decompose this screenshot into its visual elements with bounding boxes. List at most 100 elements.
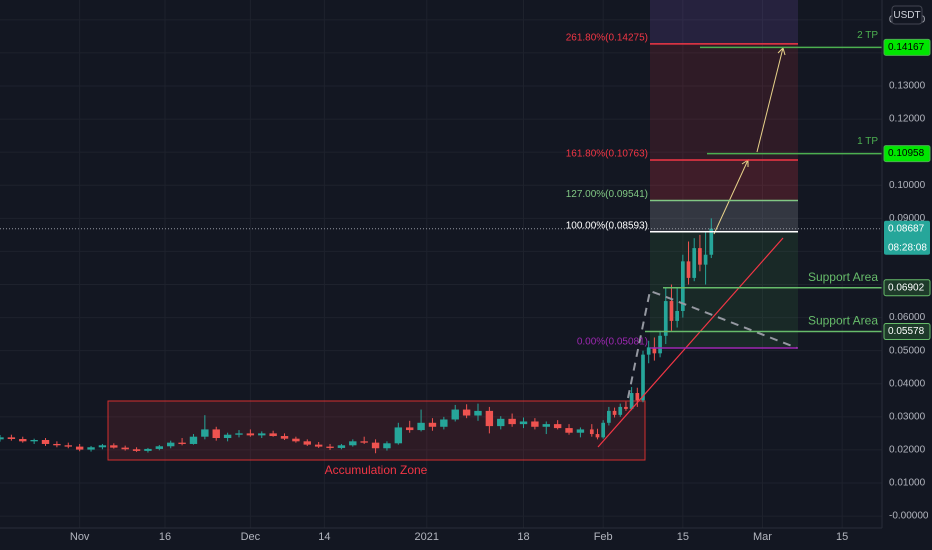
- candle-body: [652, 347, 657, 354]
- candle-body: [360, 441, 368, 443]
- zone-label: Accumulation Zone: [325, 463, 428, 477]
- candle-body: [607, 410, 611, 423]
- price-tag: [883, 279, 931, 297]
- level-label: Support Area: [808, 314, 878, 328]
- fib-zone: [650, 200, 798, 232]
- price-tag-label: 0.06902: [888, 282, 925, 293]
- countdown: 08:28:08: [888, 242, 927, 253]
- candle-body: [337, 445, 346, 448]
- candle-body: [64, 445, 72, 447]
- candle-body: [663, 301, 668, 336]
- y-tick-label: 0.02000: [889, 445, 926, 456]
- y-tick-label: 0.06000: [889, 312, 926, 323]
- level-label: 1 TP: [857, 136, 878, 147]
- fib-label: 100.00%(0.08593): [566, 220, 648, 231]
- candle-body: [303, 441, 311, 445]
- price-tag: [883, 38, 931, 56]
- x-tick-label: 2021: [415, 531, 439, 543]
- fib-zone: [650, 160, 798, 201]
- fib-zone: [650, 0, 798, 44]
- candle-body: [709, 228, 714, 255]
- candle-body: [394, 427, 403, 444]
- candle-body: [19, 439, 27, 442]
- candle-body: [624, 406, 628, 409]
- candle-body: [0, 437, 4, 440]
- x-tick-label: Dec: [241, 531, 261, 543]
- candle-body: [497, 418, 505, 427]
- candle-body: [417, 422, 425, 431]
- candle-body: [314, 444, 323, 447]
- candle-body: [30, 440, 38, 442]
- candle-body: [646, 347, 651, 355]
- x-tick-label: 15: [677, 531, 689, 543]
- x-tick-label: Feb: [594, 531, 613, 543]
- y-tick-label: 0.04000: [889, 378, 926, 389]
- candle-body: [576, 429, 585, 433]
- fib-label: 127.00%(0.09541): [566, 189, 648, 200]
- candle-body: [692, 248, 697, 278]
- price-tag-label: 0.14167: [888, 42, 925, 53]
- candle-body: [680, 261, 685, 311]
- y-tick-label: 0.05000: [889, 345, 926, 356]
- trend-line: [597, 237, 784, 448]
- y-tick-label: 0.10000: [889, 180, 926, 191]
- currency[interactable]: USDT: [893, 10, 920, 21]
- candle-body: [635, 393, 640, 401]
- y-tick-label: 0.01000: [889, 478, 926, 489]
- candle-body: [41, 440, 50, 444]
- candle-body: [87, 447, 95, 450]
- y-tick-label: -0.00000: [889, 511, 929, 522]
- x-tick-label: Mar: [753, 531, 772, 543]
- price-tag: [884, 220, 930, 255]
- candle-body: [326, 446, 334, 448]
- candle-body: [246, 433, 255, 436]
- fib-label: 261.80%(0.14275): [566, 32, 648, 43]
- candle-body: [669, 301, 674, 321]
- candle-body: [508, 418, 516, 425]
- candle-body: [519, 421, 528, 425]
- price-tag: [883, 323, 931, 341]
- candle-body: [110, 445, 118, 448]
- candle-body: [53, 443, 61, 446]
- candle-body: [658, 335, 662, 354]
- currency-button[interactable]: [891, 5, 923, 25]
- candle-body: [565, 428, 573, 433]
- candle-body: [675, 310, 679, 321]
- candle-body: [428, 422, 437, 427]
- price-axis: [882, 0, 932, 550]
- candle-body: [474, 410, 482, 416]
- candle-body: [223, 434, 232, 439]
- candle-body: [349, 441, 357, 446]
- candle-body: [589, 429, 594, 435]
- projection-path: [627, 289, 798, 399]
- candle-body: [686, 261, 691, 278]
- candle-body: [121, 447, 129, 450]
- arrow: [756, 47, 784, 153]
- level-label: Support Area: [808, 270, 878, 284]
- candle-body: [698, 248, 702, 265]
- fib-zone: [650, 43, 798, 161]
- candle-body: [258, 433, 266, 436]
- fib-label: 161.80%(0.10763): [566, 149, 648, 160]
- candle-body: [189, 436, 198, 444]
- x-tick-label: 14: [318, 531, 330, 543]
- candle-body: [612, 410, 617, 415]
- candle-body: [462, 409, 471, 416]
- arrow: [713, 159, 749, 235]
- candle-body: [201, 429, 209, 437]
- y-tick-label: 0.12000: [889, 114, 926, 125]
- x-tick-label: Nov: [70, 531, 90, 543]
- candle-body: [485, 410, 494, 427]
- candle-body: [629, 393, 634, 409]
- candle-body: [292, 438, 300, 442]
- candle-body: [601, 422, 606, 438]
- candle-body: [406, 427, 414, 431]
- x-tick-label: 18: [517, 531, 529, 543]
- candle-body: [618, 406, 623, 415]
- candle-body: [383, 443, 391, 449]
- candle-body: [75, 446, 84, 450]
- candle-body: [542, 424, 550, 427]
- y-tick-label: 0.03000: [889, 411, 926, 422]
- candle-body: [451, 409, 459, 420]
